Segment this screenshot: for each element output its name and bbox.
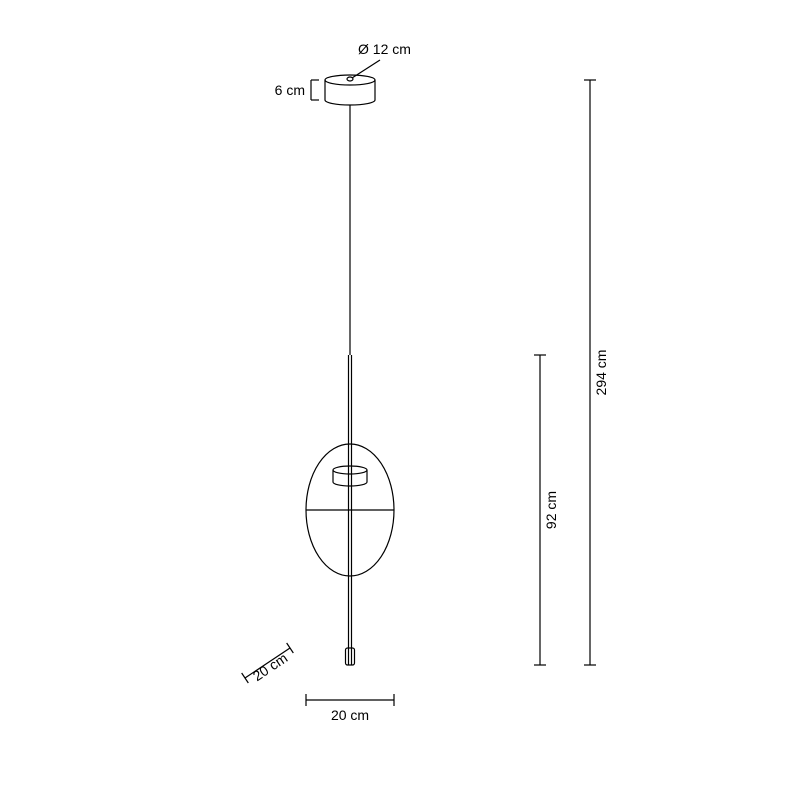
- label-canopy-height: 6 cm: [275, 82, 305, 98]
- label-fixture-height: 92 cm: [543, 491, 559, 529]
- label-width: 20 cm: [331, 707, 369, 723]
- label-diameter-top: Ø 12 cm: [358, 41, 411, 57]
- label-total-height: 294 cm: [593, 350, 609, 396]
- label-depth: 20 cm: [250, 650, 291, 684]
